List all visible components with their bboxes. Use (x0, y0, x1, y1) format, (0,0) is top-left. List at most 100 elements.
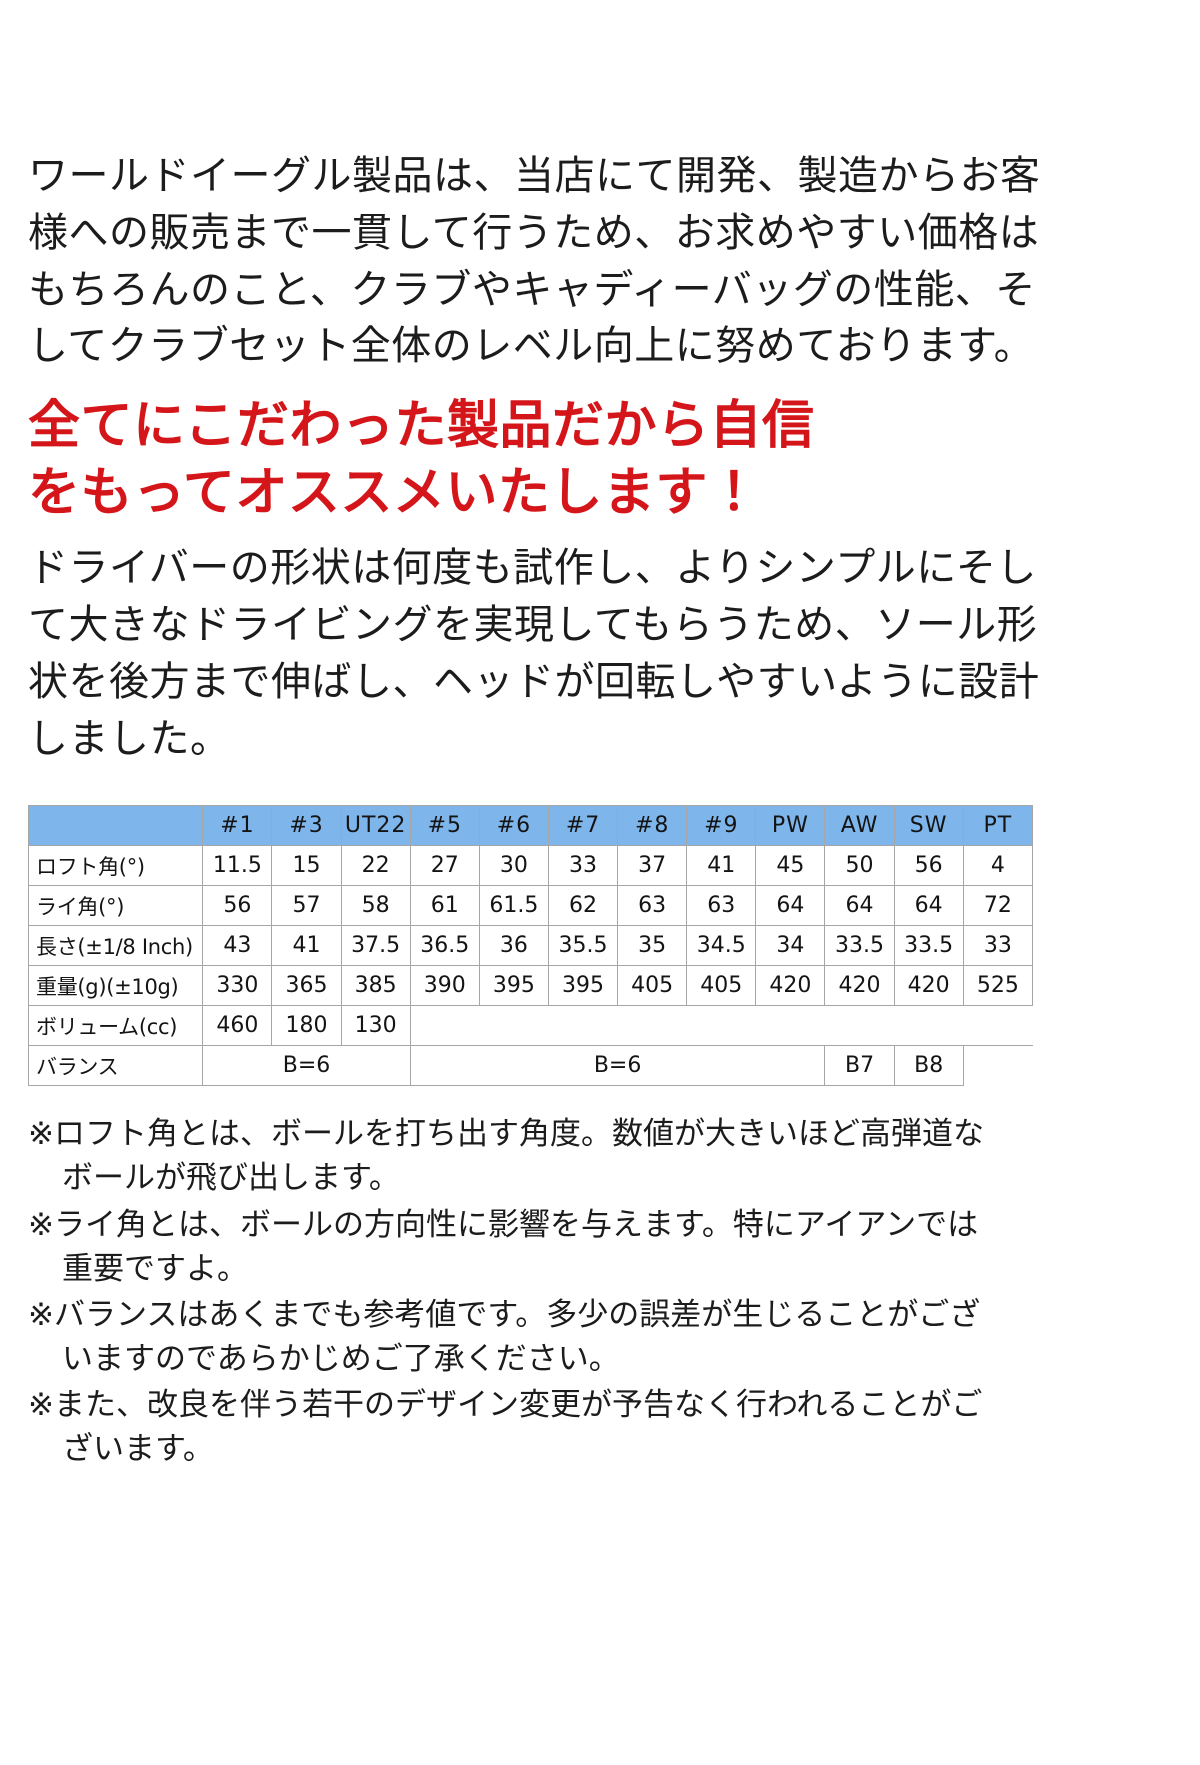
product-description-page: ワールドイーグル製品は、当店にて開発、製造からお客 様への販売まで一貫して行うた… (27, 0, 1052, 1473)
cell-value: 33.5 (893, 925, 964, 967)
driver-line: ドライバーの形状は何度も試作し、よりシンプルにそし (28, 545, 1037, 592)
table-row: 長さ(±1/8 Inch) 43 41 37.5 36.5 36 35.5 35… (27, 925, 1034, 967)
cell-value: 41 (686, 845, 757, 887)
cell-value: 33 (962, 925, 1034, 967)
spec-table-header: #1 #3 UT22 #5 #6 #7 #8 #9 PW AW SW PT (27, 805, 1034, 847)
cell-value: 460 (202, 1005, 273, 1047)
cell-value: 36.5 (409, 925, 480, 967)
column-header: #5 (409, 805, 480, 847)
cell-value: 64 (893, 885, 964, 927)
cell-value: 30 (478, 845, 549, 887)
footnote-balance: ※バランスはあくまでも参考値です。多少の誤差が生じることがござ いますのであらか… (28, 1293, 1052, 1381)
promo-headline: 全てにこだわった製品だから自信 をもってオススメいたします！ (28, 393, 1052, 526)
table-row: ロフト角(°) 11.5 15 22 27 30 33 37 41 45 50 … (27, 845, 1034, 887)
cell-value: 365 (271, 965, 342, 1007)
footnote-line: ボールが飛び出します。 (62, 1160, 400, 1197)
cell-value: 395 (478, 965, 549, 1007)
cell-value: 34.5 (686, 925, 757, 967)
intro-line: 様への販売まで一貫して行うため、お求めやすい価格は (28, 209, 1040, 256)
cell-value: 33 (547, 845, 619, 887)
column-header: PT (962, 805, 1034, 847)
cell-value: 385 (340, 965, 411, 1007)
spec-table-body: ロフト角(°) 11.5 15 22 27 30 33 37 41 45 50 … (27, 845, 1034, 1087)
column-header: AW (824, 805, 895, 847)
column-header: UT22 (340, 805, 411, 847)
row-label: ボリューム(cc) (27, 1005, 204, 1047)
cell-value: 525 (962, 965, 1034, 1007)
driver-line: しました。 (28, 715, 231, 762)
column-header: PW (755, 805, 826, 847)
cell-value: 420 (893, 965, 964, 1007)
cell-value: 330 (202, 965, 273, 1007)
footnotes-list: ※ロフト角とは、ボールを打ち出す角度。数値が大きいほど高弾道な ボールが飛び出し… (28, 1112, 1052, 1470)
table-corner-cell (27, 805, 204, 847)
cell-value: 63 (617, 885, 688, 927)
footnote-line: ※ロフト角とは、ボールを打ち出す角度。数値が大きいほど高弾道な (28, 1116, 984, 1153)
row-label: バランス (27, 1045, 204, 1087)
column-header: #9 (686, 805, 757, 847)
column-header: #6 (478, 805, 549, 847)
intro-line: してクラブセット全体のレベル向上に努めております。 (28, 323, 1035, 370)
cell-value: 22 (340, 845, 411, 887)
footnote-lie: ※ライ角とは、ボールの方向性に影響を与えます。特にアイアンでは 重要ですよ。 (28, 1203, 1052, 1291)
footnote-line: ざいます。 (62, 1430, 214, 1467)
row-label: ロフト角(°) (27, 845, 204, 887)
footnote-line: ※また、改良を伴う若干のデザイン変更が予告なく行われることがご (28, 1386, 983, 1423)
footnote-line: ※バランスはあくまでも参考値です。多少の誤差が生じることがござ (28, 1296, 981, 1333)
cell-balance-group1: B=6 (202, 1045, 411, 1087)
cell-value: 64 (755, 885, 826, 927)
cell-value: 180 (271, 1005, 342, 1047)
table-header-row: #1 #3 UT22 #5 #6 #7 #8 #9 PW AW SW PT (27, 805, 1034, 847)
cell-value: 63 (686, 885, 757, 927)
table-row: ライ角(°) 56 57 58 61 61.5 62 63 63 64 64 6… (27, 885, 1034, 927)
cell-value: 37.5 (340, 925, 411, 967)
promo-headline-line: をもってオススメいたします！ (28, 462, 761, 523)
cell-value: 58 (340, 885, 411, 927)
cell-value: 35.5 (547, 925, 619, 967)
cell-value: 61 (409, 885, 480, 927)
cell-value: 390 (409, 965, 480, 1007)
cell-value: 405 (686, 965, 757, 1007)
cell-balance-pt (962, 1045, 1033, 1086)
driver-line: て大きなドライビングを実現してもらうため、ソール形 (28, 602, 1038, 649)
cell-value: 35 (617, 925, 688, 967)
cell-value: 50 (824, 845, 895, 887)
club-spec-table: #1 #3 UT22 #5 #6 #7 #8 #9 PW AW SW PT (27, 805, 1034, 1087)
cell-value: 64 (824, 885, 895, 927)
cell-value: 62 (547, 885, 619, 927)
footnote-loft: ※ロフト角とは、ボールを打ち出す角度。数値が大きいほど高弾道な ボールが飛び出し… (28, 1112, 1052, 1200)
cell-value: 43 (202, 925, 273, 967)
cell-value: 34 (755, 925, 826, 967)
cell-value: 395 (547, 965, 619, 1007)
cell-value: 27 (409, 845, 480, 887)
cell-empty (409, 1005, 1033, 1046)
cell-balance-aw: B7 (824, 1045, 895, 1087)
cell-value: 4 (962, 845, 1034, 887)
intro-line: もちろんのこと、クラブやキャディーバッグの性能、そ (28, 266, 1036, 313)
footnote-line: 重要ですよ。 (62, 1250, 248, 1287)
footnote-design-change: ※また、改良を伴う若干のデザイン変更が予告なく行われることがご ざいます。 (28, 1383, 1052, 1471)
cell-value: 56 (202, 885, 273, 927)
cell-value: 37 (617, 845, 688, 887)
cell-value: 420 (755, 965, 826, 1007)
cell-value: 56 (893, 845, 964, 887)
cell-value: 15 (271, 845, 342, 887)
cell-value: 11.5 (202, 845, 273, 887)
driver-paragraph: ドライバーの形状は何度も試作し、よりシンプルにそし て大きなドライビングを実現し… (28, 540, 1052, 767)
cell-value: 41 (271, 925, 342, 967)
row-label: ライ角(°) (27, 885, 204, 927)
driver-line: 状を後方まで伸ばし、ヘッドが回転しやすいように設計 (28, 658, 1040, 705)
row-label: 重量(g)(±10g) (27, 965, 204, 1007)
cell-balance-sw: B8 (893, 1045, 964, 1087)
cell-balance-group2: B=6 (409, 1045, 826, 1087)
column-header: SW (893, 805, 964, 847)
intro-line: ワールドイーグル製品は、当店にて開発、製造からお客 (28, 153, 1041, 199)
table-row-balance: バランス B=6 B=6 B7 B8 (27, 1045, 1033, 1087)
column-header: #1 (202, 805, 273, 847)
footnote-line: いますのであらかじめご了承ください。 (62, 1340, 620, 1377)
cell-value: 420 (824, 965, 895, 1007)
cell-value: 57 (271, 885, 342, 927)
table-row-volume: ボリューム(cc) 460 180 130 (27, 1005, 1033, 1047)
promo-headline-line: 全てにこだわった製品だから自信 (28, 396, 815, 457)
cell-value: 61.5 (478, 885, 549, 927)
